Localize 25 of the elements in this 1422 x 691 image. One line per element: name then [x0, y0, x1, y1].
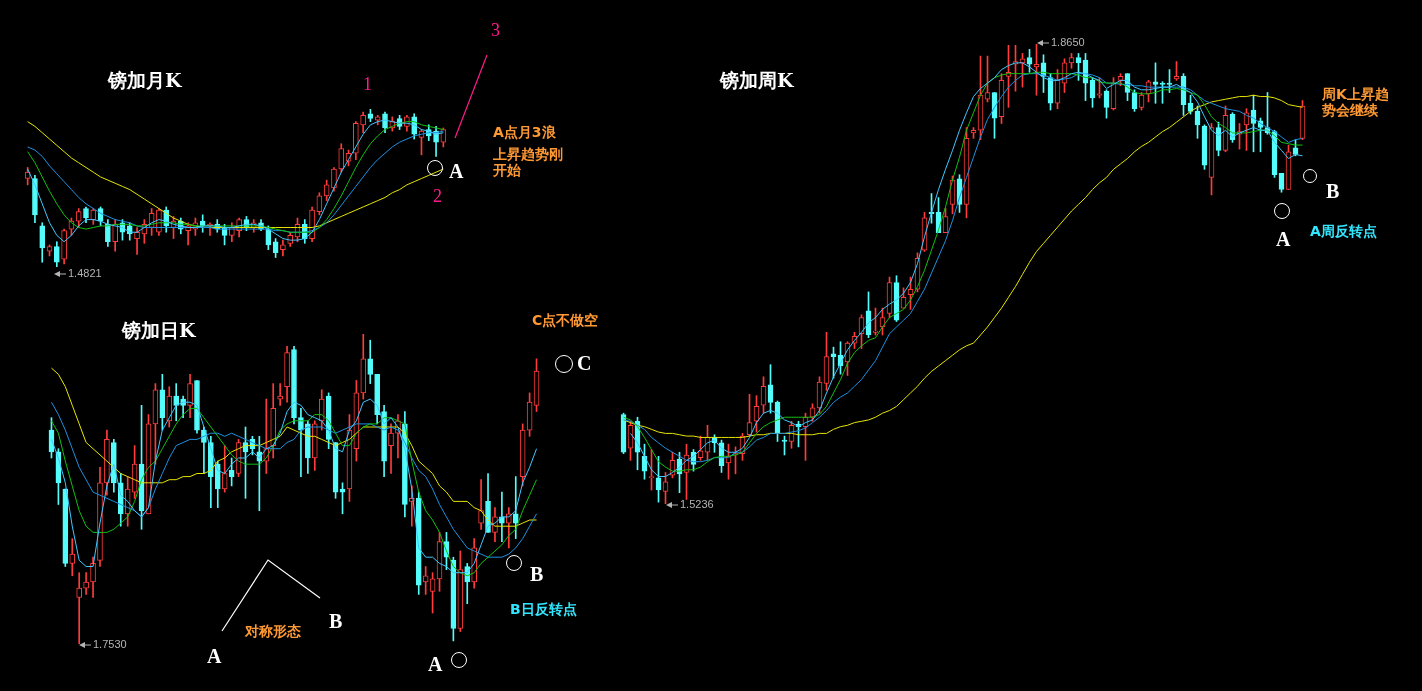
annotation: 1.8650: [1051, 36, 1085, 48]
annotation: B日反转点: [510, 601, 577, 619]
text: C: [577, 352, 592, 375]
text: 周K上昇趋势会继续: [1322, 86, 1390, 118]
text: C点不做空: [532, 312, 599, 330]
text: A: [207, 645, 222, 668]
text: 1: [363, 74, 372, 95]
chart-title: 镑加日K: [122, 318, 196, 343]
text: A周反转点: [1310, 223, 1377, 241]
annotation: B: [530, 563, 544, 586]
text: A点月3浪: [493, 124, 556, 142]
annotation: 1.7530: [93, 638, 127, 650]
text: 上昇趋势刚开始: [493, 146, 564, 178]
annotation: 1.5236: [680, 498, 714, 510]
text: B: [1326, 180, 1340, 203]
text: 3: [491, 20, 500, 41]
annotation: 1.4821: [68, 267, 102, 279]
annotation: A: [1276, 228, 1291, 251]
text: 镑加周K: [720, 68, 794, 93]
text: A: [428, 653, 443, 676]
chart-title: 镑加月K: [108, 68, 182, 93]
annotation: 2: [433, 186, 442, 207]
annotation: B: [329, 610, 343, 633]
text: A: [449, 160, 464, 183]
annotation: 对称形态: [245, 623, 301, 641]
